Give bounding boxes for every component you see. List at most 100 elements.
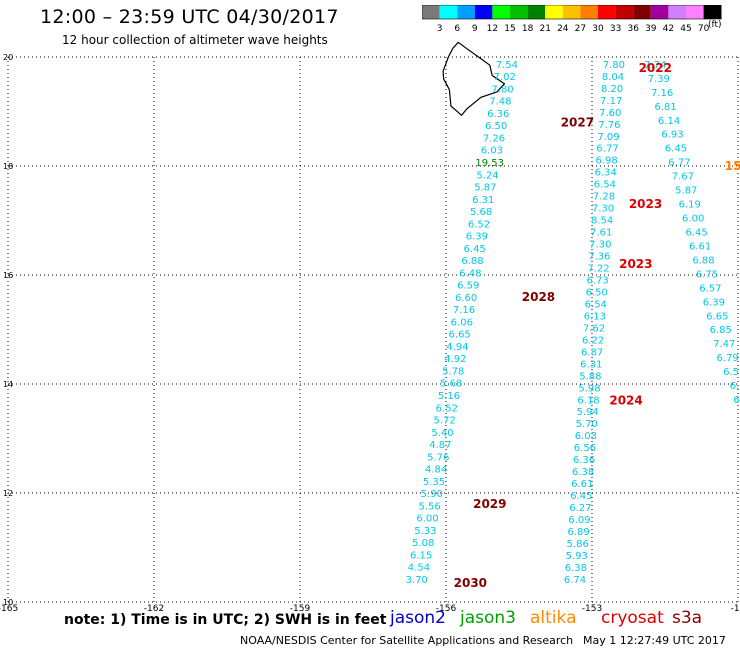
wave-height-label: 7.47 (713, 339, 735, 350)
wave-height-label: 7.67 (672, 172, 694, 183)
wave-height-label: 4.54 (408, 563, 430, 574)
wave-height-label: 4.84 (425, 465, 447, 476)
wave-height-label: 6.88 (461, 256, 483, 267)
colorbar-label: 12 (487, 24, 498, 34)
colorbar-label: 27 (575, 24, 586, 34)
wave-height-label: 6.81 (654, 102, 676, 113)
colorbar-swatch (492, 5, 510, 19)
wave-height-label: 7.30 (592, 204, 614, 215)
wave-height-label: 6.36 (487, 109, 509, 120)
chart-title: 12:00 – 23:59 UTC 04/30/2017 (40, 6, 339, 28)
wave-height-label: 6.75 (696, 269, 718, 280)
wave-height-label: 7.26 (483, 133, 505, 144)
note-text: note: 1) Time is in UTC; 2) SWH is in fe… (64, 612, 387, 628)
wave-height-label: 6.93 (661, 130, 683, 141)
colorbar-label: 15 (504, 24, 515, 34)
wave-height-label: 6.5 (723, 367, 739, 378)
x-tick-label: -162 (144, 604, 164, 614)
wave-height-label: 5.87 (675, 186, 697, 197)
wave-height-label: 6.60 (455, 293, 477, 304)
wave-height-label: 4.92 (444, 354, 466, 365)
wave-height-label: 6.19 (679, 200, 701, 211)
wave-height-label: 6.89 (567, 527, 589, 538)
wave-height-label: 7.54 (496, 60, 518, 71)
colorbar-label: 33 (610, 24, 621, 34)
wave-height-label: 6.61 (689, 241, 711, 252)
legend-entry: cryosat (601, 608, 664, 628)
y-tick-label: 12 (3, 489, 13, 498)
wave-height-label: 5.68 (470, 207, 492, 218)
wave-height-label: 6.54 (594, 180, 616, 191)
wave-height-label: 5.08 (412, 538, 434, 549)
wave-height-label: 5.40 (431, 428, 453, 439)
pass-time-label: 2022 (639, 61, 672, 75)
x-tick-label: -15 (731, 604, 740, 614)
wave-height-label: 6.27 (569, 503, 591, 514)
colorbar-unit: (ft) (708, 20, 722, 30)
x-tick-label: -153 (582, 604, 602, 614)
wave-height-label: 19.53 (475, 158, 504, 169)
wave-height-label: 6.52 (436, 403, 458, 414)
wave-height-label: 5.33 (414, 526, 436, 537)
wave-height-label: 6.03 (481, 146, 503, 157)
legend-entry: s3a (672, 608, 703, 628)
wave-height-label: 6.45 (464, 244, 486, 255)
wave-height-label: 5.24 (476, 170, 498, 181)
wave-height-label: 6.52 (468, 219, 490, 230)
timestamp-text: May 1 12:27:49 UTC 2017 (583, 634, 726, 647)
wave-height-label: 6.57 (699, 283, 721, 294)
wave-height-label: 7.61 (590, 228, 612, 239)
wave-height-label: 6.74 (564, 575, 586, 586)
wave-height-label: 6.65 (449, 330, 471, 341)
wave-height-label: 7.80 (491, 84, 513, 95)
wave-height-label: 6.85 (710, 325, 732, 336)
colorbar-label: 6 (454, 24, 460, 34)
pass-time-label: 15 (725, 159, 740, 173)
colorbar-label: 39 (645, 24, 657, 34)
wave-height-label: 6.45 (570, 491, 592, 502)
wave-height-label: 5.87 (474, 183, 496, 194)
wave-height-label: 7.16 (453, 305, 475, 316)
wave-height-label: 6. (730, 381, 740, 392)
colorbar-label: 30 (592, 24, 604, 34)
wave-height-label: 7.60 (599, 108, 621, 119)
wave-height-label: 6.13 (584, 311, 606, 322)
wave-height-label: 6.50 (586, 287, 608, 298)
wave-height-label: 7.02 (494, 72, 516, 83)
colorbar-swatch (510, 5, 528, 19)
colorbar-label: 21 (539, 24, 550, 34)
legend-entry: altika (530, 608, 577, 628)
wave-height-label: 6.87 (581, 347, 603, 358)
wave-height-label: 6.54 (585, 299, 607, 310)
pass-time-label: 2027 (561, 115, 594, 129)
wave-height-label: 6.34 (595, 168, 617, 179)
wave-height-label: 7.22 (587, 264, 609, 275)
wave-height-label: 6.00 (682, 214, 704, 225)
colorbar-swatch (633, 5, 651, 19)
wave-height-label: 6.39 (466, 232, 488, 243)
wave-height-label: 6.79 (717, 353, 739, 364)
wave-height-label: 7.62 (583, 323, 605, 334)
colorbar-swatch (615, 5, 634, 19)
y-tick-label: 10 (3, 598, 13, 607)
wave-height-label: 7.76 (598, 120, 620, 131)
wave-height-label: 7.36 (588, 252, 610, 263)
pass-time-label: 2023 (629, 197, 662, 211)
wave-height-label: 6.31 (472, 195, 494, 206)
colorbar-swatch (703, 5, 722, 19)
colorbar-label: 70 (698, 24, 710, 34)
wave-height-label: 6.03 (575, 431, 597, 442)
colorbar-swatch (474, 5, 493, 19)
y-tick-label: 20 (3, 53, 13, 62)
colorbar-swatch (598, 5, 616, 19)
wave-height-label: 6.65 (706, 311, 728, 322)
colorbar-label: 18 (522, 24, 534, 34)
wave-height-label: 7.16 (651, 88, 673, 99)
wave-height-label: 6.77 (596, 144, 618, 155)
legend-entry: jason3 (460, 608, 516, 628)
wave-height-label: 6.88 (692, 255, 714, 266)
wave-height-label: 6. (733, 395, 740, 406)
wave-height-label: 5.94 (577, 407, 599, 418)
wave-height-label: 7.28 (593, 192, 615, 203)
